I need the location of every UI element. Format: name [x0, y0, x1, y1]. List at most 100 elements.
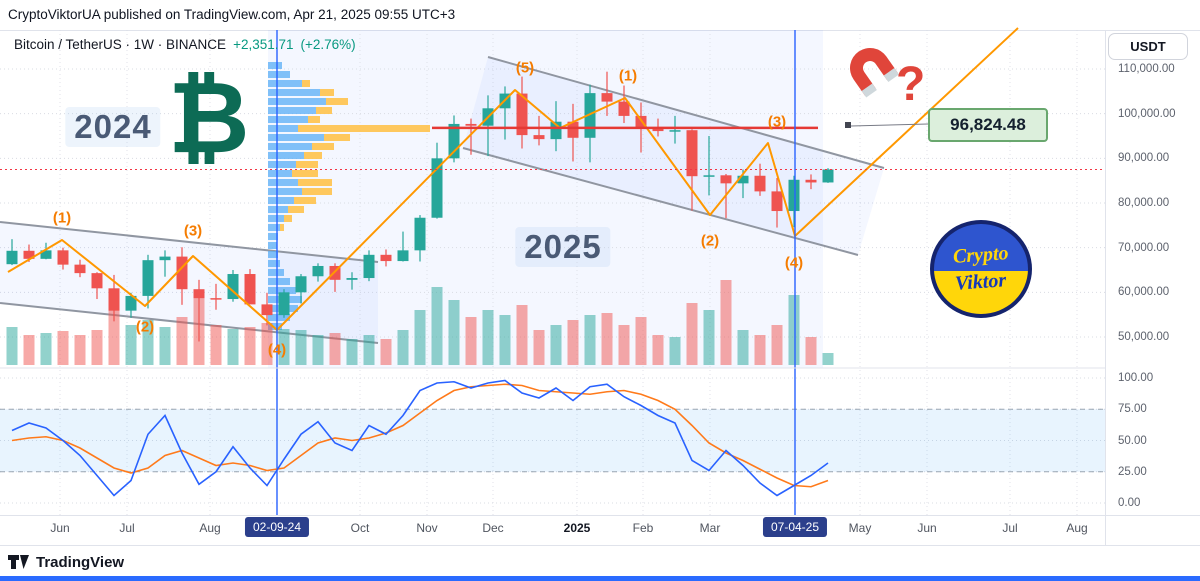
volume-bar: [652, 335, 664, 365]
volume-bar: [397, 330, 409, 365]
channel-line: [487, 56, 885, 169]
volume-bar: [346, 339, 358, 365]
volume-bar: [6, 327, 18, 365]
vp-bar-yellow: [316, 107, 332, 114]
price-axis-label: 110,000.00: [1118, 63, 1175, 75]
vp-bar-yellow: [294, 197, 316, 204]
tradingview-footer[interactable]: TradingView: [8, 550, 124, 574]
vp-bar-blue: [268, 224, 280, 231]
time-axis-label: Mar: [699, 521, 721, 535]
vp-bar-blue: [268, 179, 298, 186]
vp-bar-blue: [268, 206, 288, 213]
frame-bottom-line: [0, 545, 1200, 546]
price-axis[interactable]: 110,000.00 100,000.00 90,000.00 80,000.00 70…: [1105, 30, 1200, 545]
volume-bar: [788, 295, 800, 365]
candle-body: [567, 121, 579, 138]
price-change-abs: +2,351.71: [233, 37, 294, 52]
candle-body: [40, 250, 52, 259]
volume-bar: [74, 335, 86, 365]
candle-body: [91, 273, 103, 289]
candle-body: [788, 179, 800, 212]
candle-body: [822, 169, 834, 183]
time-axis[interactable]: Jun Jul Aug 02-09-24 Oct Nov Dec 2025 Feb Mar 07-0…: [0, 515, 1105, 545]
vp-bar-yellow: [284, 215, 292, 222]
volume-bar: [278, 329, 290, 365]
volume-bar: [261, 323, 273, 365]
publish-attribution: CryptoViktorUA published on TradingView.…: [8, 7, 456, 22]
vp-bar-blue: [268, 170, 292, 177]
osc-blue-line: [11, 379, 829, 497]
candle-body: [635, 115, 647, 129]
vp-bar-yellow: [326, 98, 348, 105]
candle-body: [346, 278, 358, 280]
candle-body: [295, 276, 307, 293]
candle-body: [516, 93, 528, 136]
candle-body: [686, 130, 698, 177]
candle-body: [176, 256, 188, 290]
bitcoin-icon: ₿: [168, 59, 250, 176]
volume-bar: [516, 305, 528, 365]
callout-dot: [845, 122, 851, 128]
volume-bar: [754, 335, 766, 365]
vp-bar-blue: [268, 260, 280, 267]
vp-bar-yellow: [298, 125, 430, 132]
osc-band: [0, 409, 1105, 472]
time-axis-label: Aug: [1066, 521, 1088, 535]
question-mark: ?: [896, 58, 925, 111]
callout-connector: [850, 123, 929, 127]
vp-bar-yellow: [308, 116, 320, 123]
vp-bar-blue: [268, 89, 320, 96]
candle-body: [669, 130, 681, 132]
volume-bar: [567, 320, 579, 365]
price-level-callout[interactable]: 96,824.48: [928, 108, 1048, 142]
vp-bar-blue: [268, 143, 312, 150]
volume-bar: [533, 330, 545, 365]
volume-bar: [57, 331, 69, 365]
vp-bar-blue: [268, 116, 308, 123]
candle-body: [57, 250, 69, 265]
tradingview-brand-text: TradingView: [36, 553, 125, 571]
candle-body: [431, 158, 443, 218]
logo-text-top: Crypto: [952, 242, 1010, 268]
candle-body: [363, 254, 375, 279]
vp-bar-blue: [268, 242, 277, 249]
candle-body: [465, 123, 477, 126]
volume-bar: [635, 317, 647, 365]
candle-body: [210, 298, 222, 300]
symbol-title: Bitcoin / TetherUS · 1W · BINANCE: [14, 37, 227, 52]
osc-axis-label: 25.00: [1118, 465, 1147, 478]
chart-canvas[interactable]: [0, 0, 1105, 545]
time-axis-label: Dec: [482, 521, 504, 535]
vp-bar-blue: [268, 80, 302, 87]
currency-toggle-button[interactable]: USDT: [1108, 33, 1188, 60]
volume-bar: [720, 280, 732, 365]
vp-bar-yellow: [312, 143, 334, 150]
time-axis-label: May: [848, 521, 872, 535]
time-axis-label: Feb: [632, 521, 654, 535]
volume-bar: [737, 330, 749, 365]
time-axis-label: Jul: [119, 521, 135, 535]
volume-bar: [91, 330, 103, 365]
price-axis-label: 80,000.00: [1118, 197, 1170, 209]
vp-bar-yellow: [304, 152, 322, 159]
vp-bar-blue: [268, 98, 326, 105]
magnet-body: [850, 48, 898, 96]
volume-bar: [380, 339, 392, 365]
magnet-icon: ?: [850, 48, 925, 111]
vp-bar-blue: [268, 134, 324, 141]
vp-bar-yellow: [302, 188, 332, 195]
volume-bar: [210, 325, 222, 365]
time-axis-label: Jun: [917, 521, 937, 535]
vp-bar-blue: [268, 323, 282, 330]
volume-bar: [822, 353, 834, 365]
candle-body: [414, 217, 426, 251]
vp-bar-blue: [268, 71, 290, 78]
frame-top-line: [0, 30, 1200, 31]
candle-body: [737, 175, 749, 184]
vp-bar-yellow: [320, 89, 334, 96]
candle-body: [380, 254, 392, 262]
candle-body: [754, 175, 766, 192]
volume-bar: [40, 333, 52, 365]
volume-bar: [227, 329, 239, 365]
magnet-pole: [883, 67, 900, 83]
